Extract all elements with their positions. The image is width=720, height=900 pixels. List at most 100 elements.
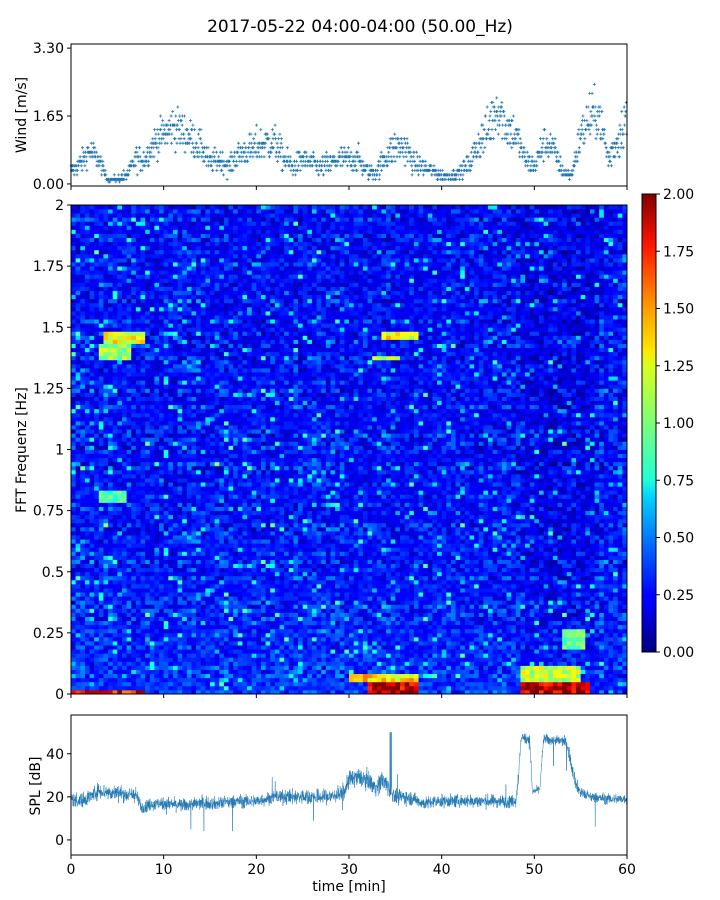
spectrogram-cell	[163, 636, 169, 642]
spectrogram-cell	[455, 539, 461, 544]
spectrogram-cell	[214, 583, 220, 589]
spectrogram-cell	[594, 689, 600, 695]
spectrogram-cell	[506, 559, 512, 564]
spectrogram-cell	[335, 673, 341, 679]
spectrogram-cell	[483, 636, 489, 642]
spectrogram-cell	[594, 653, 600, 658]
spectrogram-cell	[284, 616, 290, 622]
spectrogram-cell	[288, 677, 294, 683]
spectrogram-cell	[191, 543, 197, 548]
spectrogram-cell	[154, 641, 160, 646]
spectrogram-cell	[543, 596, 549, 601]
spectrogram-cell	[145, 604, 151, 609]
spectrogram-cell	[427, 526, 433, 532]
spectrogram-cell	[247, 600, 253, 605]
spectrogram-cell	[205, 522, 211, 528]
spectrogram-cell	[580, 547, 586, 552]
spectrogram-cell	[488, 653, 494, 658]
spectrogram-cell	[427, 588, 433, 593]
spectrogram-cell	[529, 592, 535, 597]
spectrogram-cell	[437, 624, 443, 630]
spectrogram-cell	[330, 563, 336, 569]
spectrogram-cell	[325, 649, 331, 654]
spectrogram-cell	[228, 608, 234, 613]
spectrogram-cell	[376, 579, 382, 585]
spectrogram-cell	[534, 583, 540, 589]
spectrogram-cell	[293, 583, 299, 589]
spectrogram-cell	[418, 567, 424, 573]
spectrogram-cell	[413, 665, 419, 670]
spectrogram-cell	[163, 608, 169, 613]
spectrogram-cell	[552, 624, 558, 630]
spectrogram-cell	[589, 628, 595, 634]
spectrogram-cell	[390, 531, 396, 536]
spectrogram-cell	[200, 559, 206, 564]
spectrogram-cell	[330, 624, 336, 630]
spectrogram-cell	[437, 571, 443, 577]
spectrogram-cell	[520, 547, 526, 552]
spectrogram-cell	[210, 689, 216, 695]
spectrogram-cell	[423, 575, 429, 581]
spectrogram-cell	[599, 616, 605, 622]
spectrogram-cell	[381, 596, 387, 601]
spectrogram-cell	[372, 559, 378, 564]
spectrogram-cell	[594, 535, 600, 540]
spectrogram-cell	[469, 559, 475, 564]
spectrogram-cell	[409, 535, 415, 540]
spectrogram-cell	[307, 677, 313, 683]
spectrogram-cell	[488, 531, 494, 536]
spectrogram-cell	[339, 653, 345, 658]
spectrogram-cell	[469, 632, 475, 638]
spectrogram-cell	[154, 567, 160, 573]
spectrogram-cell	[288, 563, 294, 569]
spectrogram-cell	[256, 535, 262, 540]
spectrogram-cell	[520, 531, 526, 536]
spectrogram-cell	[599, 555, 605, 560]
spectrogram-cell	[84, 661, 90, 666]
spectrogram-cell	[316, 604, 322, 609]
spectrogram-cell	[298, 661, 304, 666]
spectrogram-cell	[538, 535, 544, 540]
spectrogram-cell	[145, 677, 151, 683]
spectrogram-cell	[233, 689, 239, 695]
spectrogram-cell	[233, 596, 239, 601]
spectrogram-cell	[594, 588, 600, 593]
spectrogram-cell	[594, 673, 600, 679]
spectrogram-cell	[381, 592, 387, 597]
spectrogram-cell	[103, 575, 109, 581]
spectrogram-cell	[108, 608, 114, 613]
spectrogram-cell	[172, 531, 178, 536]
spectrogram-cell	[409, 665, 415, 670]
spectrogram-cell	[112, 563, 118, 569]
spectrogram-cell	[321, 681, 327, 687]
spectrogram-cell	[339, 600, 345, 605]
spectrogram-cell	[75, 547, 81, 552]
spectrogram-cell	[372, 592, 378, 597]
spectrogram-cell	[497, 604, 503, 609]
spectrogram-cell	[200, 641, 206, 646]
spectrogram-cell	[126, 661, 132, 666]
spectrogram-cell	[228, 592, 234, 597]
spectrogram-cell	[432, 600, 438, 605]
spectrogram-cell	[506, 579, 512, 585]
spectrogram-cell	[603, 535, 609, 540]
spectrogram-cell	[140, 624, 146, 630]
spectrogram-cell	[497, 547, 503, 552]
spectrogram-cell	[423, 604, 429, 609]
spectrogram-cell	[325, 575, 331, 581]
spectrogram-cell	[603, 689, 609, 695]
spectrogram-cell	[594, 645, 600, 650]
spectrogram-cell	[260, 555, 266, 560]
spectrogram-cell	[585, 567, 591, 573]
spectrogram-cell	[506, 645, 512, 650]
spectrogram-cell	[525, 624, 531, 630]
spectrogram-cell	[515, 681, 521, 687]
spectrogram-cell	[311, 628, 317, 634]
spectrogram-cell	[552, 547, 558, 552]
spectrogram-cell	[149, 689, 155, 695]
spectrogram-cell	[557, 567, 563, 573]
spectrogram-cell	[552, 632, 558, 638]
spectrogram-cell	[474, 636, 480, 642]
spectrogram-cell	[163, 559, 169, 564]
spectrogram-cell	[159, 596, 165, 601]
